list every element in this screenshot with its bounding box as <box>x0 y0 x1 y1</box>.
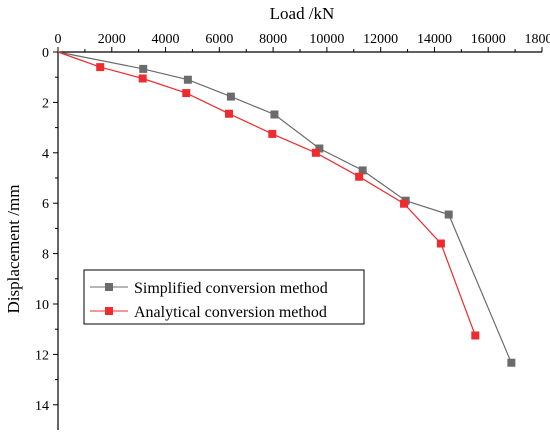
data-point-analytical <box>471 332 479 340</box>
legend-marker-analytical <box>105 307 113 315</box>
y-tick-label: 6 <box>42 197 49 212</box>
data-point-analytical <box>96 63 104 71</box>
data-point-simplified <box>507 359 515 367</box>
data-point-analytical <box>182 89 190 97</box>
data-point-simplified <box>445 211 453 219</box>
x-tick-label: 8000 <box>259 32 287 47</box>
legend-marker-simplified <box>105 283 113 291</box>
axis-ticks: 0 2000 4000 6000 8000 10000 12000 14000 16000 180… <box>35 32 550 414</box>
y-tick-label: 4 <box>42 147 49 162</box>
x-tick-label: 12000 <box>363 32 398 47</box>
x-axis-title: Load /kN <box>270 4 335 23</box>
legend-label-analytical: Analytical conversion method <box>134 304 327 321</box>
data-point-simplified <box>270 110 278 118</box>
legend-label-simplified: Simplified conversion method <box>134 280 328 297</box>
data-point-analytical <box>268 130 276 138</box>
x-tick-label: 4000 <box>152 32 180 47</box>
data-point-simplified <box>227 93 235 101</box>
x-tick-label: 16000 <box>471 32 506 47</box>
x-tick-label: 2000 <box>98 32 126 47</box>
data-point-analytical <box>139 74 147 82</box>
y-tick-label: 10 <box>35 298 49 313</box>
data-point-analytical <box>312 149 320 157</box>
y-axis-title: Displacement /mm <box>4 185 23 314</box>
y-tick-label: 12 <box>35 348 49 363</box>
y-tick-label: 14 <box>35 399 49 414</box>
data-point-analytical <box>400 200 408 208</box>
y-tick-label: 2 <box>42 96 49 111</box>
x-tick-label: 0 <box>55 32 62 47</box>
y-tick-label: 8 <box>42 248 49 263</box>
legend: Simplified conversion method Analytical … <box>84 270 364 324</box>
data-point-analytical <box>355 173 363 181</box>
data-point-simplified <box>139 65 147 73</box>
x-tick-label: 14000 <box>417 32 452 47</box>
y-tick-label: 0 <box>42 46 49 61</box>
x-tick-label: 6000 <box>205 32 233 47</box>
data-point-analytical <box>225 110 233 118</box>
axes <box>58 52 542 430</box>
x-tick-label: 10000 <box>309 32 344 47</box>
data-point-simplified <box>184 76 192 84</box>
data-point-analytical <box>437 240 445 248</box>
